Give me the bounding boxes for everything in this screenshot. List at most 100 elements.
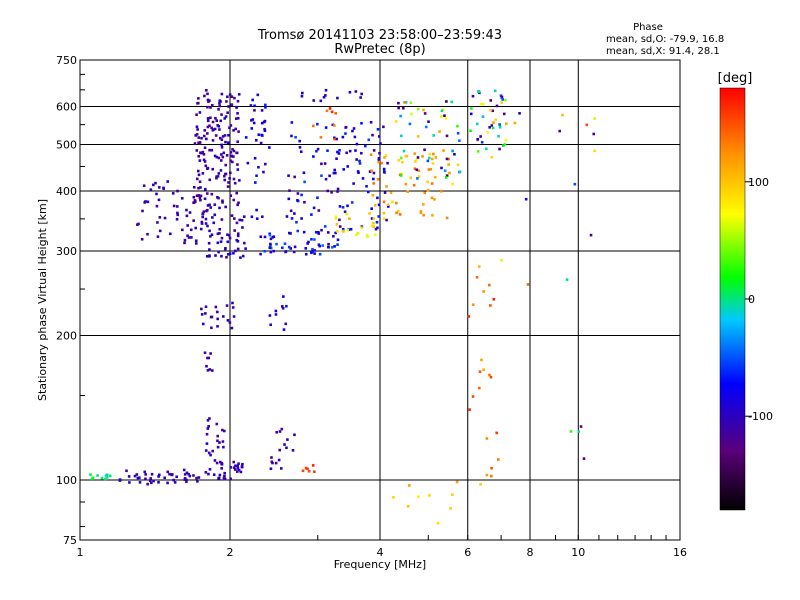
data-point: [196, 169, 200, 173]
data-point: [150, 472, 154, 476]
data-point: [198, 159, 202, 162]
data-point: [494, 118, 498, 122]
data-point: [485, 437, 489, 440]
data-point: [333, 168, 337, 172]
data-point: [471, 94, 475, 98]
data-point: [500, 101, 503, 104]
data-point: [275, 430, 278, 434]
data-point: [216, 439, 219, 443]
data-point: [220, 236, 224, 240]
data-point: [236, 464, 239, 467]
data-point: [251, 98, 254, 102]
data-point: [138, 476, 141, 480]
data-point: [133, 474, 137, 478]
data-point: [341, 135, 345, 139]
data-point: [217, 108, 220, 111]
data-point: [399, 114, 402, 118]
data-point: [203, 129, 207, 132]
data-point: [558, 129, 562, 133]
data-point: [148, 479, 152, 483]
data-point: [423, 112, 427, 115]
data-point: [216, 445, 220, 449]
data-point: [336, 238, 340, 242]
data-point: [217, 172, 221, 175]
data-point: [293, 433, 296, 437]
data-point: [430, 196, 434, 200]
data-point: [257, 133, 261, 137]
data-point: [223, 474, 226, 478]
data-point: [207, 472, 210, 476]
data-point: [235, 470, 239, 473]
data-point: [382, 125, 385, 129]
data-point: [397, 101, 400, 105]
data-point: [352, 127, 356, 130]
data-point: [250, 119, 253, 122]
data-point: [197, 173, 201, 177]
data-point: [316, 147, 320, 151]
data-point: [213, 127, 217, 131]
data-point: [356, 231, 360, 235]
data-point: [196, 101, 200, 105]
data-point: [344, 125, 348, 129]
data-point: [501, 98, 504, 101]
data-point: [162, 186, 165, 190]
data-point: [220, 218, 224, 221]
data-point: [317, 232, 321, 235]
data-point: [216, 241, 220, 245]
data-point: [370, 169, 373, 173]
data-point: [233, 96, 236, 100]
data-point: [226, 95, 229, 99]
data-point: [141, 209, 144, 213]
data-point: [194, 242, 198, 245]
data-point: [278, 448, 282, 452]
data-point: [230, 103, 234, 106]
data-point: [201, 172, 205, 175]
data-point: [477, 90, 481, 94]
data-point: [293, 175, 296, 179]
data-point: [195, 113, 198, 117]
data-point: [204, 222, 208, 225]
data-point: [204, 471, 208, 474]
data-point: [361, 177, 365, 180]
data-point: [489, 474, 493, 478]
data-point: [318, 252, 322, 256]
data-point: [206, 119, 210, 123]
data-point: [205, 88, 208, 92]
data-point: [480, 140, 484, 144]
data-point: [219, 119, 223, 123]
data-point: [343, 210, 347, 214]
data-point: [382, 211, 386, 215]
data-point: [360, 151, 363, 155]
data-point: [311, 247, 314, 251]
data-point: [432, 152, 435, 156]
data-point: [426, 180, 429, 184]
data-point: [138, 481, 142, 484]
data-point: [220, 254, 223, 258]
data-point: [228, 234, 231, 237]
data-point: [152, 479, 155, 483]
data-point: [226, 253, 230, 256]
data-point: [382, 200, 386, 204]
data-point: [433, 198, 436, 201]
data-point: [220, 462, 224, 466]
data-point: [313, 252, 316, 255]
data-point: [356, 170, 360, 173]
data-point: [175, 205, 179, 208]
data-point: [371, 193, 375, 197]
data-point: [237, 93, 241, 96]
data-point: [221, 201, 224, 204]
data-point: [413, 152, 417, 155]
data-point: [442, 149, 445, 152]
data-point: [427, 168, 431, 171]
data-point: [426, 188, 430, 192]
data-point: [136, 476, 140, 480]
data-point: [172, 204, 176, 208]
y-tick-label: 750: [56, 54, 77, 67]
data-point: [360, 226, 363, 230]
data-point: [195, 177, 199, 181]
data-point: [373, 233, 377, 236]
data-point: [239, 470, 243, 474]
data-point: [387, 205, 390, 208]
data-point: [203, 351, 207, 355]
data-point: [210, 326, 213, 330]
